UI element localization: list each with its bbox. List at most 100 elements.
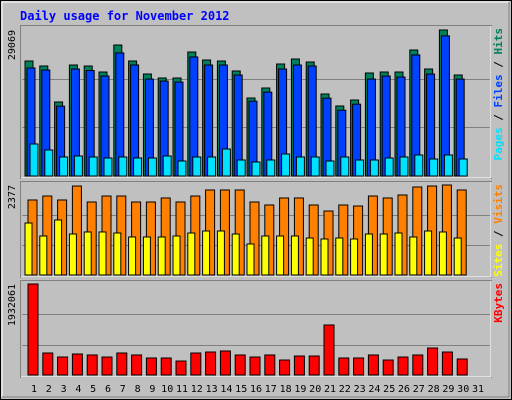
x-tick-label: 16 bbox=[250, 384, 262, 395]
bar bbox=[384, 157, 394, 177]
bar bbox=[323, 324, 335, 376]
bar bbox=[131, 354, 143, 376]
legend: KBytes bbox=[492, 283, 505, 323]
bar bbox=[325, 160, 335, 177]
bar bbox=[142, 236, 151, 276]
legend-separator: / bbox=[492, 55, 505, 75]
chart-title: Daily usage for November 2012 bbox=[20, 9, 230, 23]
legend-separator: / bbox=[492, 224, 505, 244]
bar bbox=[192, 156, 202, 177]
bar bbox=[293, 355, 305, 376]
bar bbox=[429, 158, 439, 177]
bar bbox=[145, 357, 157, 376]
bar bbox=[441, 351, 453, 376]
bar bbox=[353, 357, 365, 376]
bar bbox=[71, 353, 83, 376]
x-tick-label: 20 bbox=[309, 384, 321, 395]
x-tick-label: 25 bbox=[383, 384, 395, 395]
bar bbox=[281, 153, 291, 177]
bar bbox=[276, 235, 285, 276]
x-tick-label: 27 bbox=[413, 384, 425, 395]
bar bbox=[27, 283, 39, 376]
bar bbox=[338, 357, 350, 376]
bar bbox=[308, 355, 320, 376]
bar bbox=[456, 358, 468, 376]
bar bbox=[133, 157, 143, 177]
x-tick-label: 28 bbox=[428, 384, 440, 395]
bar bbox=[234, 354, 246, 376]
bar bbox=[367, 354, 379, 376]
bar bbox=[412, 354, 424, 376]
bar bbox=[335, 237, 344, 276]
bar bbox=[427, 347, 439, 376]
bar bbox=[350, 238, 359, 276]
bar bbox=[382, 359, 394, 376]
bar bbox=[113, 232, 122, 276]
x-tick-label: 5 bbox=[90, 384, 96, 395]
bar bbox=[236, 159, 246, 177]
bar bbox=[438, 231, 447, 276]
bar bbox=[379, 233, 388, 276]
x-tick-label: 7 bbox=[120, 384, 126, 395]
bar bbox=[458, 158, 468, 177]
x-tick-label: 11 bbox=[176, 384, 188, 395]
x-tick-label: 21 bbox=[324, 384, 336, 395]
bar bbox=[261, 235, 270, 276]
x-tick-label: 24 bbox=[368, 384, 380, 395]
x-tick-label: 12 bbox=[191, 384, 203, 395]
bar bbox=[83, 231, 92, 276]
bar bbox=[54, 219, 63, 276]
bar bbox=[175, 360, 187, 376]
bar bbox=[424, 230, 433, 276]
bar bbox=[160, 357, 172, 376]
x-tick-label: 18 bbox=[280, 384, 292, 395]
legend-entry: Files bbox=[492, 74, 505, 107]
bar bbox=[42, 352, 54, 376]
bar bbox=[147, 157, 157, 177]
bar bbox=[205, 351, 217, 376]
y-tick-label: 29069 bbox=[7, 30, 18, 60]
bar bbox=[246, 243, 255, 276]
bar bbox=[59, 156, 69, 177]
x-tick-label: 4 bbox=[75, 384, 81, 395]
legend-entry: Pages bbox=[492, 127, 505, 160]
bar bbox=[216, 230, 225, 276]
bar bbox=[68, 233, 77, 276]
x-tick-label: 1 bbox=[31, 384, 37, 395]
bar bbox=[86, 354, 98, 376]
bar bbox=[116, 352, 128, 376]
bar bbox=[101, 356, 113, 376]
x-tick-label: 8 bbox=[135, 384, 141, 395]
bar bbox=[157, 236, 166, 276]
bar bbox=[394, 232, 403, 276]
bar bbox=[320, 238, 329, 276]
legend-entry: KBytes bbox=[492, 283, 505, 323]
x-tick-label: 9 bbox=[149, 384, 155, 395]
bar bbox=[44, 149, 54, 177]
bar bbox=[453, 237, 462, 276]
bar bbox=[187, 232, 196, 276]
x-tick-label: 22 bbox=[339, 384, 351, 395]
legend-separator: / bbox=[492, 108, 505, 128]
y-tick-label: 1932061 bbox=[7, 284, 18, 326]
bar bbox=[443, 154, 453, 177]
x-tick-label: 6 bbox=[105, 384, 111, 395]
bar bbox=[172, 235, 181, 276]
bar bbox=[249, 356, 261, 376]
bar bbox=[290, 235, 299, 276]
bar bbox=[207, 156, 217, 177]
legend: Pages / Files / Hits bbox=[492, 28, 505, 161]
x-tick-label: 14 bbox=[220, 384, 232, 395]
bar bbox=[264, 354, 276, 376]
bar bbox=[409, 236, 418, 276]
legend-entry: Visits bbox=[492, 184, 505, 224]
bar bbox=[190, 352, 202, 376]
bar bbox=[397, 356, 409, 376]
bar bbox=[251, 161, 261, 177]
bar bbox=[279, 359, 291, 376]
bar bbox=[414, 154, 424, 177]
x-tick-label: 23 bbox=[354, 384, 366, 395]
bar bbox=[305, 237, 314, 276]
x-tick-label: 19 bbox=[294, 384, 306, 395]
